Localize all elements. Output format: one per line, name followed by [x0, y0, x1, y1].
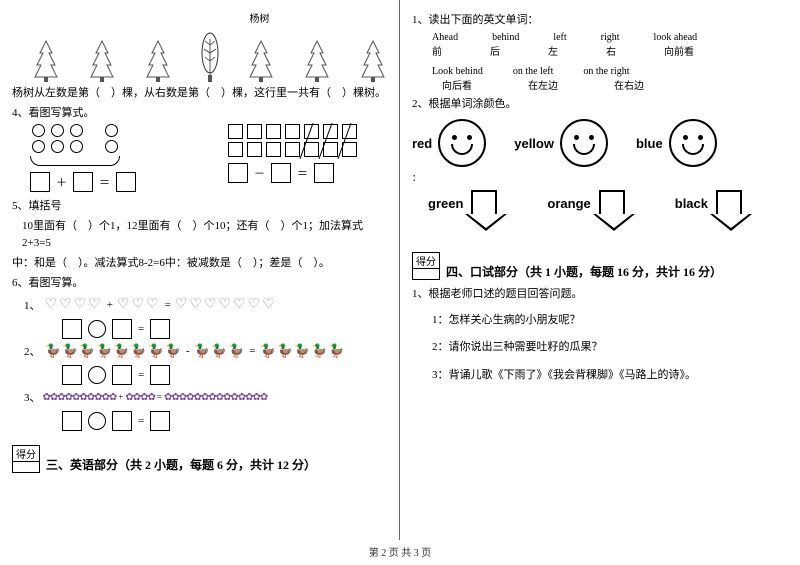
hearts-icon: ♡♡♡ [117, 296, 161, 313]
q2-note: ： [412, 171, 788, 184]
face-icon [438, 119, 486, 167]
eng-word-cn: 右 [606, 43, 616, 58]
q6-1-num: 1、 [24, 297, 41, 313]
eng-word: on the right [583, 66, 629, 77]
pine-tree-icon [32, 39, 60, 83]
tree-row [12, 27, 387, 83]
pine-tree-icon [247, 39, 275, 83]
q6-2: 2、 🦆🦆🦆🦆🦆🦆🦆🦆-🦆🦆🦆=🦆🦆🦆🦆🦆 [24, 343, 387, 359]
ducks-icon: 🦆🦆🦆 [194, 343, 246, 359]
color-label-green: green [428, 196, 463, 211]
face-yellow: yellow [514, 119, 608, 167]
hearts-icon: ♡♡♡♡ [45, 296, 103, 313]
eng-word: Ahead [432, 32, 458, 43]
arrow-green: green [428, 190, 497, 216]
eng-row-1c: 前 后 左 右 向前看 [432, 43, 788, 58]
eng-word-cn: 前 [432, 43, 442, 58]
arrows-row: green orange black [428, 190, 788, 216]
eng-word-cn: 左 [548, 43, 558, 58]
score-label: 得分 [13, 446, 39, 462]
arrow-orange: orange [547, 190, 624, 216]
flowers-icon: ✿✿✿✿✿✿✿✿✿✿✿✿✿✿ [164, 392, 267, 403]
pine-tree-icon [144, 39, 172, 83]
eng-word: behind [492, 32, 519, 43]
r-q2-title: 2、根据单词涂颜色。 [412, 96, 788, 114]
left-column: 杨树 杨树从左数是第（ ）棵，从右数是第（ ）棵，这行里一共有（ ）棵树。 4、… [0, 0, 400, 540]
section-4-title: 四、口试部分（共 1 小题，每题 16 分，共计 16 分） [446, 263, 722, 280]
arrow-down-icon [599, 190, 625, 216]
q5-title: 5、填括号 [12, 198, 387, 216]
pine-tree-icon [303, 39, 331, 83]
q3-text: 杨树从左数是第（ ）棵，从右数是第（ ）棵，这行里一共有（ ）棵树。 [12, 85, 387, 103]
eng-word: left [553, 32, 566, 43]
arrow-down-icon [716, 190, 742, 216]
pine-tree-icon [88, 39, 116, 83]
eng-word: look ahead [654, 32, 698, 43]
pine-tree-icon [359, 39, 387, 83]
eng-word-cn: 在右边 [614, 77, 644, 92]
face-blue: blue [636, 119, 717, 167]
eng-row-1: Ahead behind left right look ahead [432, 32, 788, 43]
q6-title: 6、看图写算。 [12, 275, 387, 293]
eng-word-cn: 在左边 [528, 77, 558, 92]
tree-label: 杨树 [12, 10, 387, 25]
eng-word-cn: 向后看 [442, 77, 472, 92]
eng-word: Look behind [432, 66, 483, 77]
r-q4-1b: 2：请你说出三种需要吐籽的瓜果？ [432, 339, 788, 357]
q4-subtraction: －＝ [228, 124, 357, 192]
ducks-icon: 🦆🦆🦆🦆🦆 [259, 343, 345, 359]
color-label-yellow: yellow [514, 136, 554, 151]
flowers-icon: ✿✿✿✿✿✿✿✿✿✿ [43, 392, 117, 403]
q4-diagrams: ＋＝ －＝ [12, 124, 387, 192]
face-icon [669, 119, 717, 167]
q5-line1: 10里面有（ ）个1，12里面有（ ）个10；还有（ ）个1；加法算式2+3=5 [22, 218, 387, 253]
q4-addition: ＋＝ [12, 124, 136, 192]
q4-title: 4、看图写算式。 [12, 105, 387, 123]
poplar-tree-icon [200, 31, 220, 83]
color-label-red: red [412, 136, 432, 151]
eng-row-2: Look behind on the left on the right [432, 66, 788, 77]
q6-1: 1、 ♡♡♡♡+♡♡♡=♡♡♡♡♡♡♡ [24, 296, 387, 313]
eng-word: on the left [513, 66, 554, 77]
eng-word: right [601, 32, 620, 43]
ducks-icon: 🦆🦆🦆🦆🦆🦆🦆🦆 [45, 343, 183, 359]
face-red: red [412, 119, 486, 167]
page-footer: 第 2 页 共 3 页 [0, 540, 800, 559]
color-label-orange: orange [547, 196, 590, 211]
score-box-3: 得分 三、英语部分（共 2 小题，每题 6 分，共计 12 分） [12, 445, 387, 473]
arrow-down-icon [471, 190, 497, 216]
score-label: 得分 [413, 253, 439, 269]
q5-line2: 中：和是（ ）。减法算式8-2=6中：被减数是（ ）；差是（ ）。 [12, 255, 387, 273]
q6-2-num: 2、 [24, 343, 41, 359]
r-q4-1: 1、根据老师口述的题目回答问题。 [412, 286, 788, 304]
color-label-blue: blue [636, 136, 663, 151]
arrow-black: black [675, 190, 742, 216]
face-icon [560, 119, 608, 167]
eng-word-cn: 后 [490, 43, 500, 58]
right-column: 1、读出下面的英文单词： Ahead behind left right loo… [400, 0, 800, 540]
hearts-icon: ♡♡♡♡♡♡♡ [175, 296, 277, 313]
color-label-black: black [675, 196, 708, 211]
score-box-4: 得分 四、口试部分（共 1 小题，每题 16 分，共计 16 分） [412, 252, 788, 280]
faces-row: red yellow blue [412, 119, 788, 167]
flowers-icon: ✿✿✿✿ [125, 392, 155, 403]
q6-3-num: 3、 [24, 389, 41, 405]
q6-3: 3、 ✿✿✿✿✿✿✿✿✿✿+✿✿✿✿=✿✿✿✿✿✿✿✿✿✿✿✿✿✿ [24, 389, 387, 405]
section-3-title: 三、英语部分（共 2 小题，每题 6 分，共计 12 分） [46, 456, 316, 473]
eng-row-2c: 向后看 在左边 在右边 [442, 77, 788, 92]
eng-word-cn: 向前看 [664, 43, 694, 58]
r-q4-1a: 1：怎样关心生病的小朋友呢？ [432, 312, 788, 330]
r-q4-1c: 3：背诵儿歌《下雨了》《我会背稞脚》《马路上的诗》。 [432, 367, 788, 385]
r-q1-title: 1、读出下面的英文单词： [412, 12, 788, 30]
